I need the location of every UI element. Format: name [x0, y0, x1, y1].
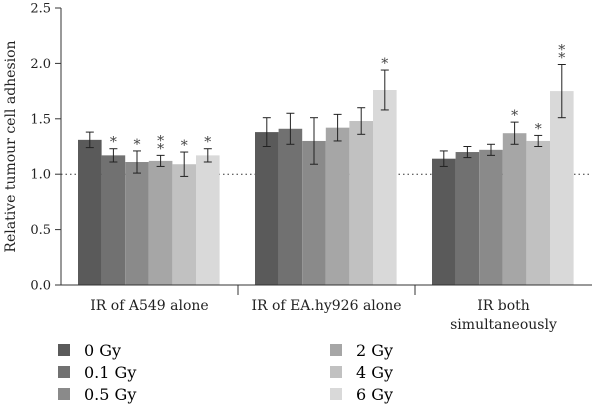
legend-swatch	[330, 388, 342, 400]
legend-label: 0 Gy	[84, 340, 122, 360]
legend-item: 4 Gy	[330, 362, 394, 382]
bar	[78, 139, 102, 285]
legend-label: 0.1 Gy	[84, 362, 137, 382]
significance-star: *	[535, 121, 542, 137]
legend-item: 0.1 Gy	[58, 362, 137, 382]
x-category-label: simultaneously	[450, 317, 557, 333]
bar	[125, 162, 149, 285]
legend-label: 4 Gy	[356, 362, 394, 382]
legend-label: 0.5 Gy	[84, 384, 137, 404]
significance-star: *	[181, 138, 188, 154]
bar	[302, 140, 326, 285]
y-tick-label: 1.5	[30, 112, 51, 127]
bar	[502, 133, 527, 285]
bar	[172, 164, 196, 285]
y-tick-label: 0.0	[30, 279, 51, 294]
y-tick-label: 0.5	[30, 223, 51, 238]
y-tick-label: 2.5	[30, 2, 51, 17]
legend-swatch	[58, 366, 70, 378]
bar	[278, 128, 303, 285]
legend-item: 0.5 Gy	[58, 384, 137, 404]
y-axis-label: Relative tumour cell adhesion	[3, 40, 19, 252]
significance-star: *	[558, 51, 565, 67]
significance-star: *	[381, 56, 388, 72]
bar	[255, 132, 279, 285]
bar	[550, 91, 574, 285]
legend-swatch	[58, 344, 70, 356]
significance-star: *	[511, 108, 518, 124]
legend-swatch	[330, 344, 342, 356]
legend-label: 6 Gy	[356, 384, 394, 404]
bar	[526, 140, 550, 285]
legend-swatch	[330, 366, 342, 378]
legend-label: 2 Gy	[356, 340, 394, 360]
significance-star: *	[204, 135, 211, 151]
x-category-label: IR both	[477, 298, 530, 314]
significance-star: *	[134, 137, 141, 153]
significance-star: *	[110, 135, 117, 151]
significance-star: *	[157, 141, 164, 157]
bar	[432, 158, 456, 285]
bar	[349, 121, 373, 286]
legend-swatch	[58, 388, 70, 400]
bar	[101, 155, 126, 285]
significance-star: *	[157, 133, 164, 149]
y-tick-label: 1.0	[30, 168, 51, 183]
y-tick-label: 2.0	[30, 57, 51, 72]
legend-item: 2 Gy	[330, 340, 394, 360]
bar	[148, 160, 173, 285]
legend-item: 6 Gy	[330, 384, 394, 404]
bar	[325, 127, 350, 285]
legend-item: 0 Gy	[58, 340, 122, 360]
bar	[196, 155, 220, 285]
bar	[373, 89, 397, 285]
x-category-label: IR of EA.hy926 alone	[251, 298, 401, 314]
significance-star: *	[558, 43, 565, 59]
bar	[479, 149, 503, 285]
x-category-label: IR of A549 alone	[90, 298, 208, 314]
bar	[455, 152, 480, 285]
